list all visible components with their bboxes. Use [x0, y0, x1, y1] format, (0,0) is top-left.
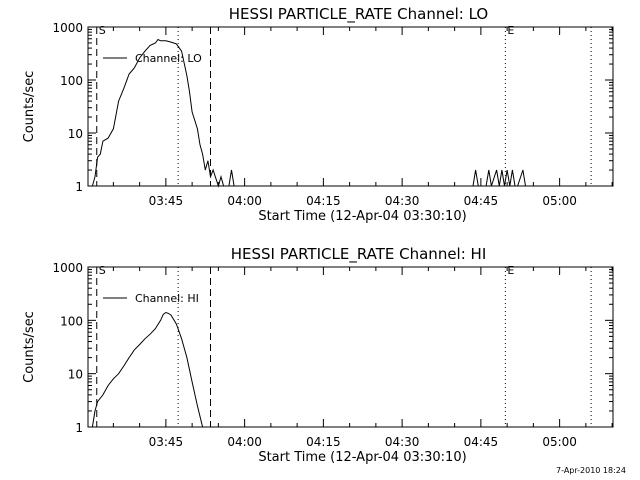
- x-tick-label: 04:15: [306, 435, 341, 449]
- y-tick-label: 1: [75, 421, 83, 435]
- x-tick-label: 04:45: [464, 194, 499, 208]
- end-marker-label: E: [507, 24, 514, 37]
- plot-frame: [87, 266, 614, 428]
- x-tick-label: 05:00: [542, 435, 577, 449]
- y-tick-label: 1000: [52, 21, 83, 35]
- plot-frame: [87, 26, 614, 187]
- x-tick-label: 03:45: [149, 194, 184, 208]
- legend-label: Channel: HI: [135, 292, 199, 305]
- series-line-0: [91, 311, 204, 428]
- x-tick-label: 03:45: [149, 435, 184, 449]
- footer-timestamp: 7-Apr-2010 18:24: [556, 466, 626, 475]
- x-tick-label: 04:15: [306, 194, 341, 208]
- start-marker-label: S: [99, 24, 106, 37]
- end-marker-label: E: [507, 264, 514, 277]
- chart-panel-lo: HESSI PARTICLE_RATE Channel: LO 1 10 100 100…: [22, 5, 614, 224]
- y-tick-label: 1: [75, 180, 83, 194]
- legend-label: Channel: LO: [135, 52, 202, 65]
- chart-panel-hi: HESSI PARTICLE_RATE Channel: HI 1 10 100 100…: [22, 245, 614, 465]
- y-tick-label: 1000: [52, 261, 83, 275]
- y-axis-label: Counts/sec: [22, 71, 37, 143]
- x-tick-label: 04:00: [227, 194, 262, 208]
- y-tick-label: 100: [60, 314, 83, 328]
- series-line-0: [91, 38, 235, 188]
- x-axis-label: Start Time (12-Apr-04 03:30:10): [258, 450, 466, 465]
- x-tick-label: 04:30: [385, 435, 420, 449]
- start-marker-label: S: [99, 264, 106, 277]
- chart-title: HESSI PARTICLE_RATE Channel: LO: [229, 5, 488, 24]
- chart-title: HESSI PARTICLE_RATE Channel: HI: [231, 245, 487, 264]
- x-tick-label: 04:30: [385, 194, 420, 208]
- y-tick-label: 100: [60, 74, 83, 88]
- y-axis-label: Counts/sec: [22, 311, 37, 383]
- x-axis-label: Start Time (12-Apr-04 03:30:10): [258, 209, 466, 224]
- y-tick-label: 10: [68, 368, 83, 382]
- x-tick-label: 05:00: [542, 194, 577, 208]
- y-tick-label: 10: [68, 127, 83, 141]
- series-line-1: [472, 169, 529, 187]
- x-tick-label: 04:00: [227, 435, 262, 449]
- x-tick-label: 04:45: [464, 435, 499, 449]
